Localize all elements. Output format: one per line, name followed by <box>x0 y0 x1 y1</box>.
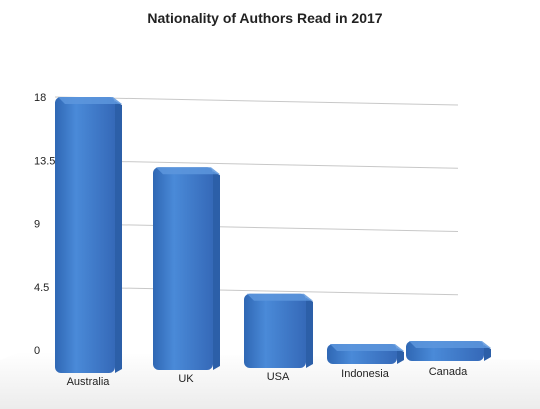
y-axis-ticks: 0 4.5 9 13.5 18 <box>34 92 55 357</box>
bar-australia <box>55 97 122 373</box>
bar-usa <box>244 293 313 368</box>
y-tick-label: 18 <box>34 92 46 104</box>
bar-front <box>153 167 213 370</box>
bar-front <box>244 293 306 368</box>
chart-floor <box>0 352 540 409</box>
bar-side <box>213 171 220 370</box>
y-tick-label: 13.5 <box>34 155 55 167</box>
x-category-label: Australia <box>67 376 111 388</box>
y-tick-label: 4.5 <box>34 282 49 294</box>
grid-line <box>54 159 459 169</box>
y-tick-label: 9 <box>34 219 40 231</box>
bar-indonesia <box>327 344 404 364</box>
bar-top <box>409 341 491 348</box>
chart-title: Nationality of Authors Read in 2017 <box>147 10 382 26</box>
x-category-label: Indonesia <box>341 368 390 380</box>
bar-front <box>55 97 115 373</box>
bar-top <box>58 97 122 104</box>
x-axis-categories: Australia UK USA Indonesia Canada <box>67 366 469 388</box>
x-category-label: UK <box>178 373 194 385</box>
bar-top <box>247 293 313 301</box>
bar-uk <box>153 167 220 370</box>
bar-side <box>484 345 491 361</box>
grid-lines <box>54 96 459 296</box>
bar-top <box>330 344 404 351</box>
grid-line <box>54 286 459 296</box>
bar-canada <box>406 341 491 361</box>
y-tick-label: 0 <box>34 345 40 357</box>
bar-side <box>306 297 313 368</box>
bar-side <box>397 348 404 364</box>
bars <box>55 97 491 373</box>
x-category-label: USA <box>267 371 290 383</box>
bar-top <box>156 167 220 175</box>
grid-line <box>54 223 459 232</box>
x-category-label: Canada <box>429 366 468 378</box>
bar-side <box>115 101 122 373</box>
grid-line <box>54 96 459 106</box>
